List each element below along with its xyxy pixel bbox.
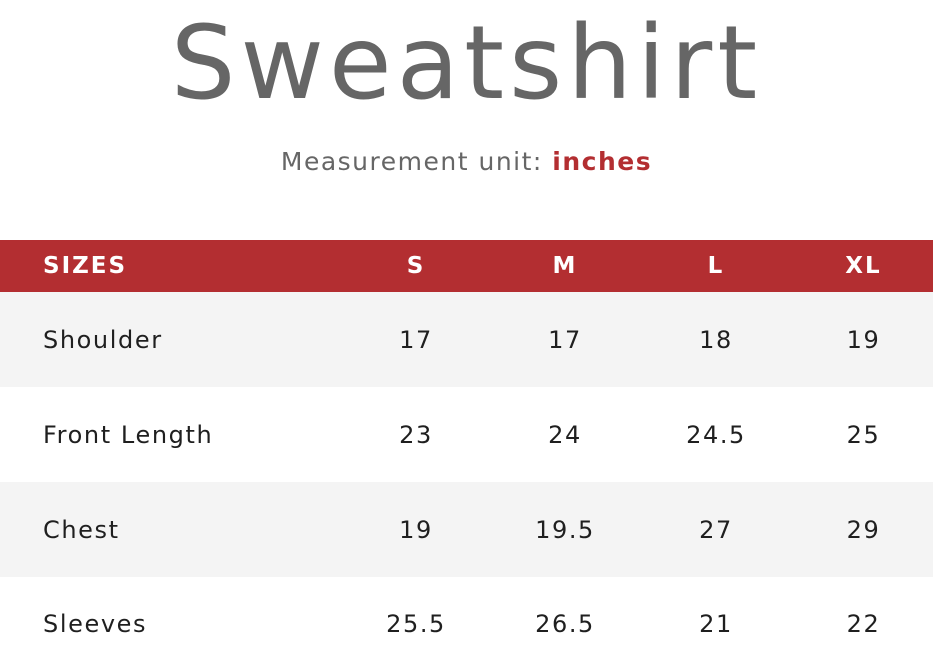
measurement-unit-value: inches [552, 147, 653, 176]
page-title: Sweatshirt [170, 4, 763, 123]
row-label: Shoulder [43, 325, 163, 354]
measurement-unit-label: Measurement unit: [280, 147, 553, 176]
value-cell: 24.5 [686, 420, 746, 449]
row-label: Chest [43, 515, 120, 544]
value-cell: 19 [846, 325, 881, 354]
measurement-unit: Measurement unit: inches [0, 146, 933, 178]
value-cell: 26.5 [535, 610, 595, 638]
value-cell: 25 [846, 420, 881, 449]
size-chart-table: SIZES S M L XL Shoulder 17 17 18 19 Fron… [0, 240, 933, 672]
table-row-shoulder: Shoulder 17 17 18 19 [0, 292, 933, 387]
value-cell: 27 [699, 515, 733, 544]
table-header-row: SIZES S M L XL [0, 240, 933, 292]
table-row-front-length: Front Length 23 24 24.5 25 [0, 387, 933, 482]
value-cell: 29 [846, 515, 881, 544]
value-cell: 25.5 [386, 610, 446, 638]
row-label: Sleeves [43, 610, 148, 638]
value-cell: 17 [548, 325, 582, 354]
value-cell: 22 [846, 610, 881, 638]
value-cell: 19.5 [535, 515, 595, 544]
header-size-l: L [707, 253, 725, 279]
header-sizes-label: SIZES [43, 253, 128, 279]
header-size-s: S [406, 253, 426, 279]
value-cell: 23 [399, 420, 433, 449]
value-cell: 18 [699, 325, 733, 354]
table-row-sleeves: Sleeves 25.5 26.5 21 22 [0, 577, 933, 672]
value-cell: 17 [399, 325, 433, 354]
header-size-xl: XL [845, 253, 882, 279]
row-label: Front Length [43, 420, 214, 449]
value-cell: 19 [399, 515, 433, 544]
header-size-m: M [552, 253, 578, 279]
value-cell: 21 [699, 610, 733, 638]
table-row-chest: Chest 19 19.5 27 29 [0, 482, 933, 577]
value-cell: 24 [548, 420, 582, 449]
